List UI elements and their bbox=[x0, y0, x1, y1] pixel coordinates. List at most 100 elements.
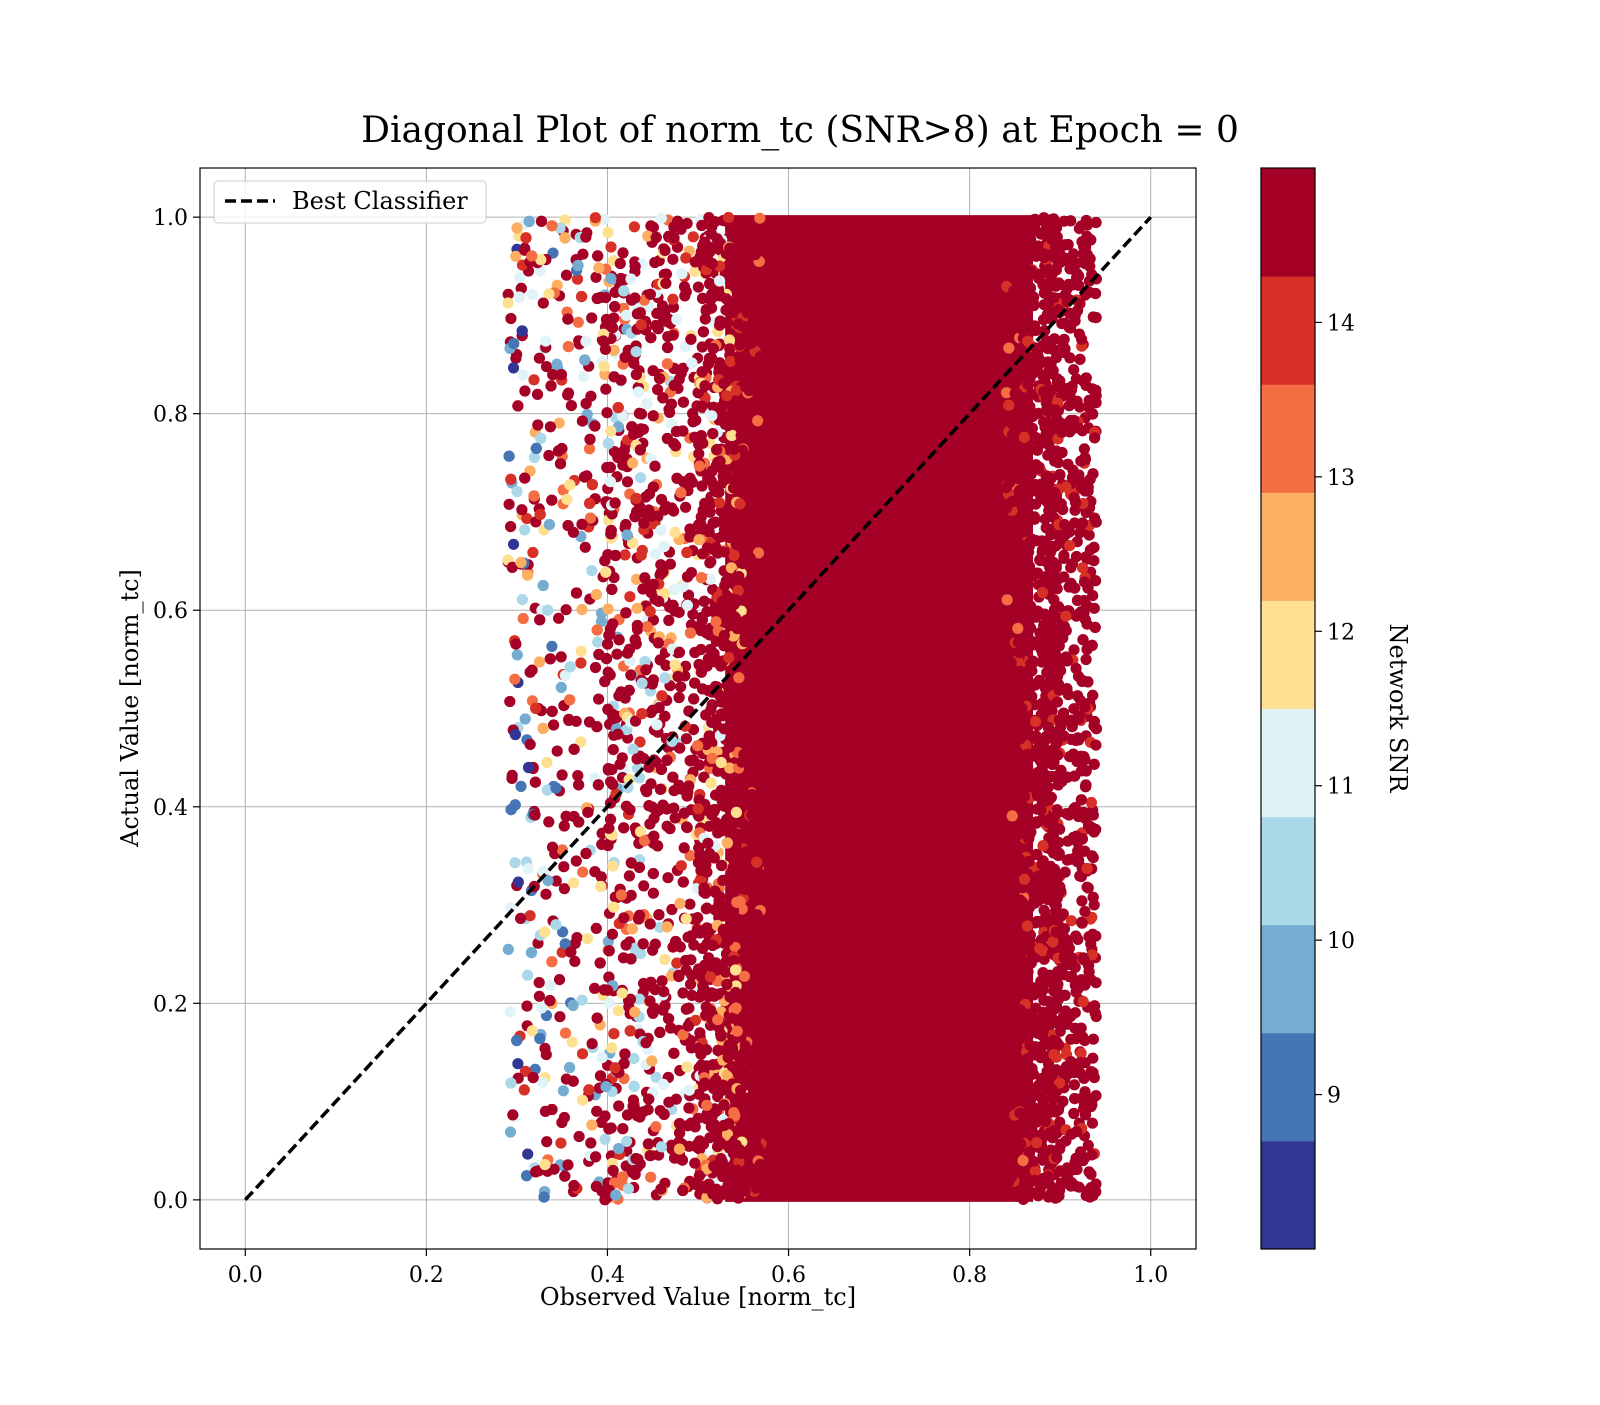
scatter-point bbox=[564, 479, 575, 490]
scatter-point bbox=[707, 699, 718, 710]
scatter-point bbox=[647, 1008, 658, 1019]
scatter-point bbox=[706, 717, 717, 728]
scatter-point bbox=[554, 974, 565, 985]
scatter-point bbox=[512, 1058, 523, 1069]
scatter-point bbox=[688, 231, 699, 242]
scatter-point bbox=[1048, 1125, 1059, 1136]
scatter-point bbox=[508, 539, 519, 550]
scatter-point bbox=[563, 341, 574, 352]
scatter-point bbox=[1064, 400, 1075, 411]
scatter-point bbox=[1038, 840, 1049, 851]
scatter-point bbox=[1035, 555, 1046, 566]
scatter-point bbox=[528, 490, 539, 501]
scatter-point bbox=[510, 353, 521, 364]
scatter-point bbox=[721, 390, 732, 401]
scatter-point bbox=[719, 630, 730, 641]
scatter-point bbox=[600, 384, 611, 395]
scatter-point bbox=[692, 912, 703, 923]
scatter-point bbox=[538, 298, 549, 309]
scatter-point bbox=[1091, 312, 1102, 323]
scatter-point bbox=[590, 212, 601, 223]
scatter-point bbox=[600, 1134, 611, 1145]
scatter-point bbox=[723, 420, 734, 431]
scatter-point bbox=[504, 451, 515, 462]
scatter-point bbox=[636, 708, 647, 719]
scatter-point bbox=[621, 939, 632, 950]
scatter-point bbox=[503, 944, 514, 955]
scatter-point bbox=[1074, 1182, 1085, 1193]
scatter-point bbox=[670, 659, 681, 670]
scatter-point bbox=[542, 605, 553, 616]
scatter-point bbox=[1073, 422, 1084, 433]
scatter-point bbox=[1043, 439, 1054, 450]
scatter-point bbox=[567, 1037, 578, 1048]
scatter-point bbox=[702, 838, 713, 849]
scatter-point bbox=[605, 623, 616, 634]
scatter-point bbox=[1007, 429, 1018, 440]
scatter-point bbox=[556, 651, 567, 662]
scatter-point bbox=[703, 212, 714, 223]
scatter-point bbox=[710, 616, 721, 627]
scatter-point bbox=[699, 960, 710, 971]
scatter-point bbox=[511, 1035, 522, 1046]
scatter-point bbox=[1064, 540, 1075, 551]
scatter-point bbox=[617, 752, 628, 763]
scatter-point bbox=[602, 840, 613, 851]
scatter-point bbox=[606, 764, 617, 775]
scatter-point bbox=[1051, 738, 1062, 749]
scatter-point bbox=[1038, 227, 1049, 238]
scatter-point bbox=[611, 649, 622, 660]
scatter-point bbox=[689, 1158, 700, 1169]
scatter-point bbox=[712, 1141, 723, 1152]
scatter-point bbox=[1029, 485, 1040, 496]
scatter-point bbox=[745, 1120, 756, 1131]
scatter-point bbox=[519, 1084, 530, 1095]
scatter-point bbox=[744, 1053, 755, 1064]
scatter-point bbox=[631, 493, 642, 504]
scatter-point bbox=[641, 786, 652, 797]
scatter-point bbox=[543, 816, 554, 827]
scatter-point bbox=[634, 408, 645, 419]
scatter-point bbox=[1029, 514, 1040, 525]
scatter-point bbox=[627, 457, 638, 468]
scatter-point bbox=[612, 729, 623, 740]
scatter-point bbox=[1061, 528, 1072, 539]
scatter-point bbox=[709, 886, 720, 897]
scatter-point bbox=[593, 779, 604, 790]
scatter-point bbox=[621, 801, 632, 812]
scatter-point bbox=[702, 473, 713, 484]
scatter-point bbox=[1052, 583, 1063, 594]
scatter-point bbox=[754, 823, 765, 834]
scatter-point bbox=[1035, 269, 1046, 280]
scatter-point bbox=[674, 647, 685, 658]
scatter-point bbox=[509, 857, 520, 868]
scatter-point bbox=[600, 1081, 611, 1092]
scatter-point bbox=[1008, 219, 1019, 230]
scatter-point bbox=[604, 998, 615, 1009]
scatter-point bbox=[679, 842, 690, 853]
scatter-point bbox=[730, 964, 741, 975]
scatter-point bbox=[742, 986, 753, 997]
scatter-point bbox=[1079, 702, 1090, 713]
scatter-point bbox=[747, 265, 758, 276]
scatter-point bbox=[1039, 905, 1050, 916]
scatter-point bbox=[558, 861, 569, 872]
scatter-point bbox=[678, 581, 689, 592]
scatter-point bbox=[539, 1159, 550, 1170]
scatter-point bbox=[608, 902, 619, 913]
scatter-point bbox=[733, 571, 744, 582]
scatter-point bbox=[730, 987, 741, 998]
scatter-point bbox=[698, 882, 709, 893]
scatter-point bbox=[630, 1153, 641, 1164]
scatter-point bbox=[708, 1161, 719, 1172]
scatter-point bbox=[612, 452, 623, 463]
scatter-point bbox=[621, 310, 632, 321]
scatter-point bbox=[1003, 358, 1014, 369]
scatter-point bbox=[668, 506, 679, 517]
scatter-point bbox=[1003, 343, 1014, 354]
scatter-point bbox=[632, 603, 643, 614]
scatter-point bbox=[624, 870, 635, 881]
scatter-point bbox=[714, 275, 725, 286]
scatter-point bbox=[734, 463, 745, 474]
scatter-point bbox=[615, 258, 626, 269]
